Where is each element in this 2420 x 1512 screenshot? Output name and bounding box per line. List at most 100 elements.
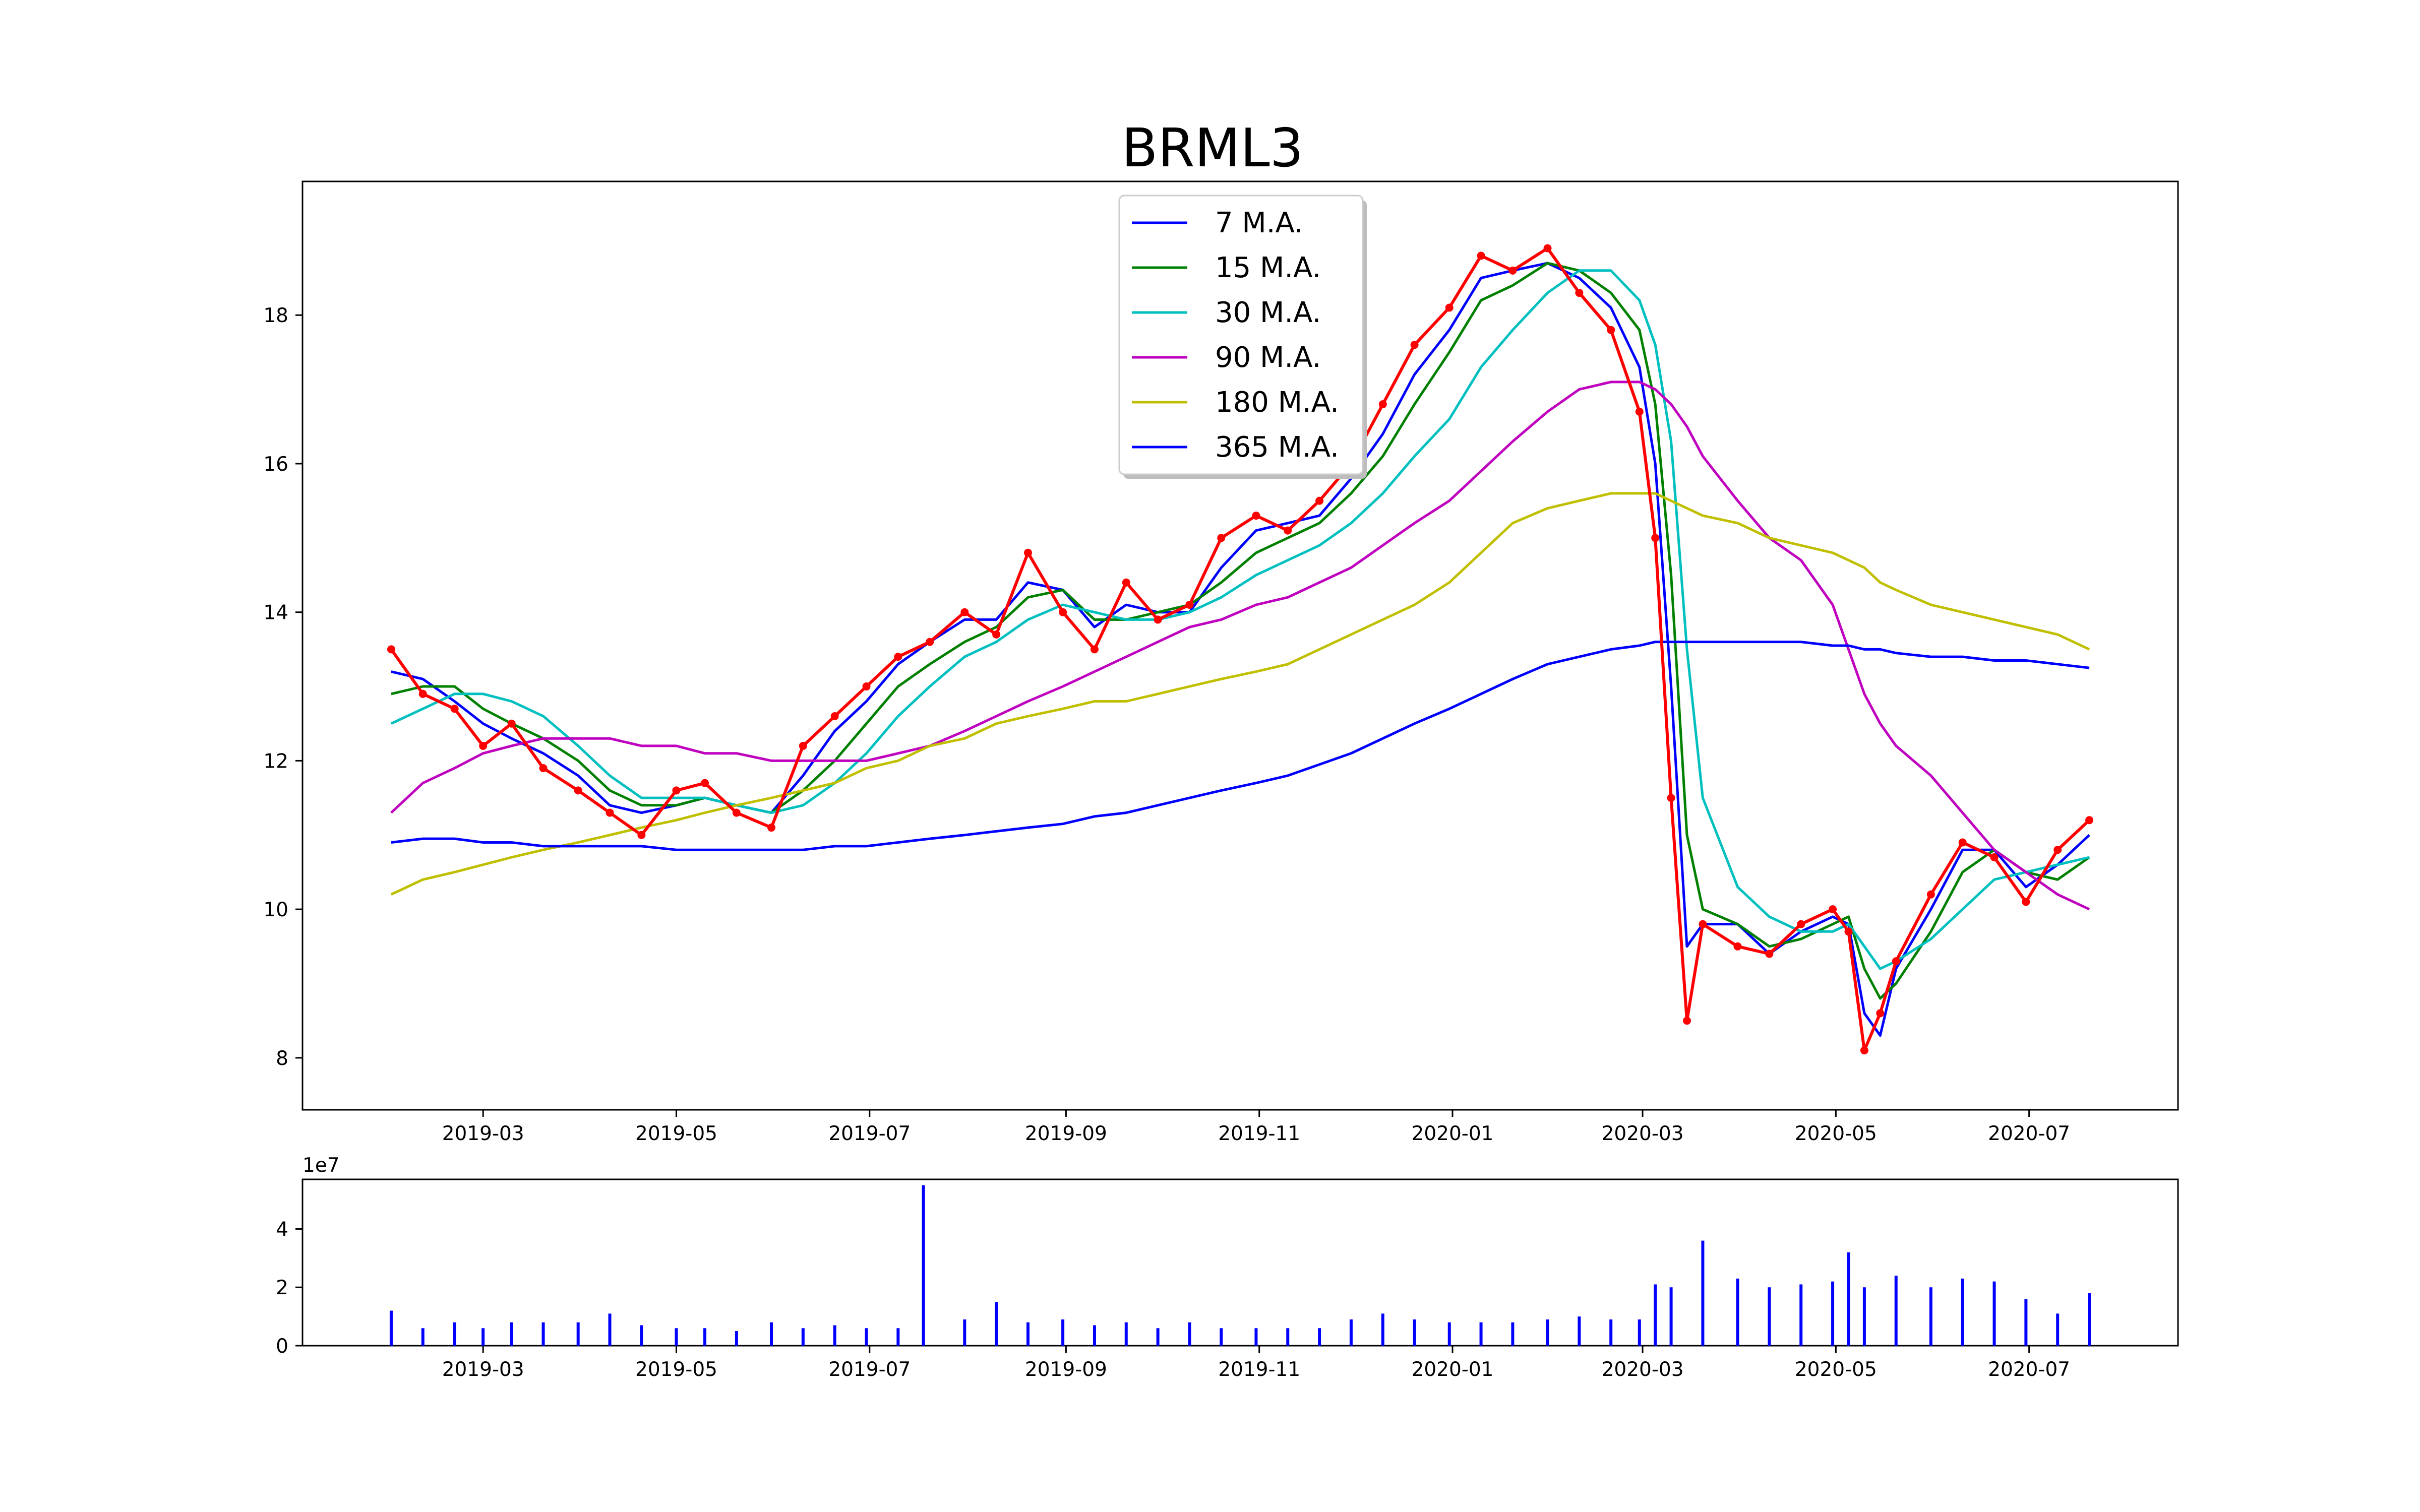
- volume-bars: [389, 1185, 2091, 1346]
- volume-bar: [541, 1322, 545, 1346]
- volume-bar: [1093, 1325, 1096, 1346]
- close-price-point: [1252, 512, 1260, 520]
- volume-x-tick-label: 2019-07: [828, 1358, 911, 1381]
- close-price-point: [1154, 615, 1162, 624]
- close-price-point: [1876, 1009, 1885, 1018]
- close-price-point: [1378, 400, 1387, 409]
- series-line-180-m-a: [390, 492, 2090, 896]
- volume-bar: [963, 1319, 966, 1346]
- close-price-point: [1926, 890, 1935, 899]
- volume-bar: [1638, 1319, 1641, 1346]
- volume-bar: [2088, 1293, 2091, 1346]
- volume-bar: [1961, 1278, 1964, 1346]
- close-price-point: [1445, 303, 1454, 312]
- close-price-point: [701, 779, 709, 787]
- close-price-point: [1543, 244, 1552, 253]
- volume-bar: [1578, 1316, 1581, 1346]
- close-price-point: [1699, 920, 1707, 928]
- close-price-point: [507, 719, 516, 728]
- series-line-90-m-a: [390, 381, 2090, 911]
- volume-bar: [389, 1310, 393, 1346]
- close-price-point: [1765, 950, 1774, 958]
- close-price-point: [1185, 600, 1194, 609]
- volume-bar: [1701, 1240, 1705, 1346]
- volume-bar: [1349, 1319, 1353, 1346]
- volume-x-ticks: 2019-03 2019-05 2019-07 2019-09 2019-11 2020-…: [442, 1346, 2070, 1381]
- close-price-point: [1860, 1046, 1868, 1055]
- volume-x-tick-label: 2020-07: [1988, 1358, 2070, 1381]
- volume-bar: [833, 1325, 836, 1346]
- volume-x-tick-label: 2019-05: [635, 1358, 717, 1381]
- close-price-point: [960, 608, 969, 616]
- price-x-ticks: 2019-03 2019-05 2019-07 2019-09 2019-11 2020-…: [442, 1110, 2070, 1145]
- legend-label: 365 M.A.: [1215, 431, 1339, 464]
- volume-bar: [1061, 1319, 1065, 1346]
- volume-bar: [1381, 1313, 1384, 1346]
- volume-bar: [770, 1322, 773, 1346]
- volume-bar: [1479, 1322, 1483, 1346]
- close-price-point: [1575, 289, 1584, 297]
- volume-bar: [995, 1302, 998, 1346]
- close-price-point: [1667, 794, 1675, 802]
- volume-bar: [1768, 1287, 1771, 1346]
- volume-bar: [640, 1325, 643, 1346]
- series-line-30-m-a: [390, 269, 2090, 970]
- close-price-point: [1635, 407, 1644, 416]
- volume-bar: [865, 1328, 868, 1346]
- volume-bar: [1026, 1322, 1030, 1346]
- volume-bar: [1447, 1322, 1451, 1346]
- close-price-point: [1315, 496, 1324, 505]
- close-price-point: [1683, 1017, 1691, 1025]
- price-y-tick-label: 16: [263, 453, 288, 476]
- legend: 7 M.A. 15 M.A. 30 M.A. 90 M.A. 180 M.A. 365 M…: [1118, 195, 1367, 479]
- volume-bar: [1413, 1319, 1416, 1346]
- price-x-tick-label: 2020-05: [1795, 1122, 1877, 1145]
- close-price-point: [1829, 905, 1837, 914]
- close-price-point: [732, 808, 741, 817]
- legend-label: 180 M.A.: [1215, 386, 1339, 419]
- close-price-point: [862, 682, 871, 691]
- volume-x-tick-label: 2020-05: [1795, 1358, 1877, 1381]
- close-price-point: [1122, 578, 1130, 587]
- close-price-point: [450, 705, 459, 713]
- series-line-365-m-a: [391, 641, 2090, 851]
- close-price-point: [992, 630, 1001, 639]
- close-price-point: [606, 808, 614, 817]
- close-price-point: [1990, 853, 1999, 861]
- close-price-point: [1958, 838, 1967, 847]
- close-price-point: [767, 824, 775, 832]
- close-price-point: [637, 831, 646, 839]
- legend-label: 90 M.A.: [1215, 341, 1321, 374]
- close-price-point: [539, 764, 548, 773]
- close-price-point: [1477, 251, 1485, 260]
- volume-bar: [1511, 1322, 1515, 1346]
- volume-bar: [1254, 1328, 1258, 1346]
- volume-bar: [801, 1328, 805, 1346]
- close-price-point: [1508, 266, 1517, 275]
- price-y-tick-label: 18: [263, 304, 288, 327]
- close-price-point: [1733, 942, 1742, 951]
- volume-bar: [1546, 1319, 1549, 1346]
- close-price-point: [1892, 957, 1900, 966]
- close-price-point: [1217, 534, 1226, 542]
- volume-bar: [1188, 1322, 1191, 1346]
- close-price-point: [672, 786, 681, 795]
- legend-box: [1118, 195, 1364, 475]
- close-price-point: [387, 645, 395, 654]
- chart-title: BRML3: [1122, 117, 1304, 179]
- volume-bar: [1609, 1319, 1613, 1346]
- close-price-point: [926, 638, 934, 646]
- volume-y-tick-label: 0: [276, 1335, 288, 1358]
- price-y-tick-label: 8: [276, 1047, 288, 1070]
- price-x-tick-label: 2020-01: [1412, 1122, 1494, 1145]
- close-price-point: [1651, 534, 1660, 542]
- close-price-point: [479, 741, 488, 750]
- close-price-point: [1059, 608, 1067, 616]
- volume-x-tick-label: 2019-11: [1218, 1358, 1300, 1381]
- volume-bar: [1124, 1322, 1128, 1346]
- volume-bar: [922, 1185, 925, 1346]
- volume-bar: [1992, 1281, 1996, 1346]
- legend-label: 15 M.A.: [1215, 251, 1321, 284]
- volume-offset-label: 1e7: [302, 1154, 340, 1177]
